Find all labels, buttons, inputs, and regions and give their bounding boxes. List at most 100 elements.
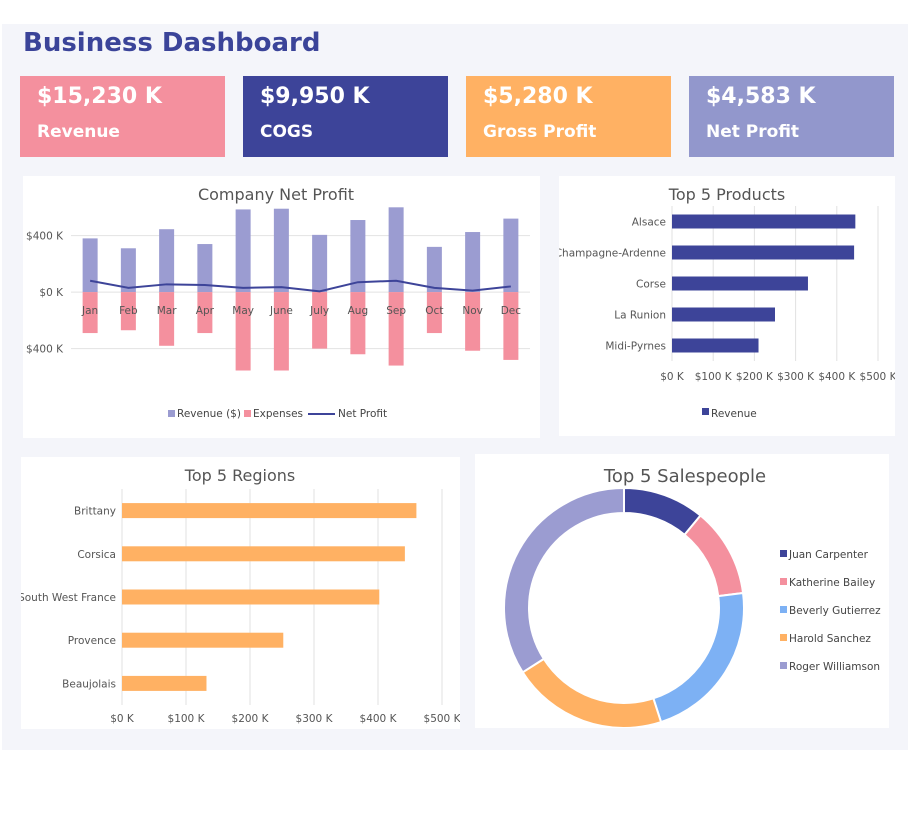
- legend-label: Harold Sanchez: [789, 633, 871, 645]
- bar: [122, 675, 207, 691]
- y-tick-label: Brittany: [74, 506, 116, 518]
- y-tick-label: Provence: [68, 635, 116, 647]
- legend-label: Katherine Bailey: [789, 577, 875, 589]
- x-tick-label: $0 K: [110, 713, 135, 725]
- revenue-bar: [273, 208, 289, 293]
- x-tick-label: June: [269, 305, 293, 317]
- chart-title: Top 5 Salespeople: [603, 466, 766, 487]
- legend-label: Beverly Gutierrez: [789, 605, 881, 617]
- expenses-bar: [120, 292, 136, 331]
- x-tick-label: Dec: [501, 305, 522, 317]
- top-products-chart-panel: Top 5 Products $0 K $100 K $200 K $300 K $40…: [559, 176, 895, 436]
- x-tick-label: $500 K: [424, 713, 460, 725]
- top-products-chart: Top 5 Products $0 K $100 K $200 K $300 K $40…: [559, 185, 895, 420]
- legend-swatch: [780, 634, 787, 641]
- chart-title: Company Net Profit: [198, 185, 354, 204]
- y-tick-label: La Runion: [614, 310, 666, 322]
- x-tick-label: $400 K: [818, 371, 856, 383]
- revenue-bar: [120, 248, 136, 293]
- top-regions-chart: Top 5 Regions $0 K $100 K $200 K $300 K $400…: [21, 466, 460, 725]
- bar: [122, 589, 380, 605]
- expenses-bar: [388, 292, 404, 366]
- kpi-label: Revenue: [37, 122, 120, 142]
- x-tick-label: Aug: [348, 305, 369, 317]
- y-tick-label: South West France: [21, 592, 116, 604]
- x-tick-label: $300 K: [777, 371, 815, 383]
- revenue-bar: [388, 207, 404, 293]
- expenses-bar: [82, 292, 98, 334]
- net-profit-chart-panel: Company Net Profit $400 K $0 K $400 K Jan Fe…: [23, 176, 540, 438]
- page-title: Business Dashboard: [23, 28, 321, 58]
- legend-swatch: [780, 606, 787, 613]
- expenses-bar: [465, 292, 481, 351]
- y-tick-label: $400 K: [26, 344, 64, 356]
- revenue-bar: [235, 209, 251, 293]
- y-tick-label: Champagne-Ardenne: [559, 248, 666, 260]
- x-tick-label: Mar: [157, 305, 177, 317]
- y-tick-label: Corse: [636, 279, 666, 291]
- expenses-bar: [159, 292, 175, 346]
- bar: [672, 276, 808, 291]
- x-tick-label: Apr: [196, 305, 215, 317]
- x-tick-label: $400 K: [360, 713, 398, 725]
- expenses-bar: [312, 292, 328, 349]
- y-tick-label: Corsica: [77, 549, 116, 561]
- legend-label: Expenses: [253, 408, 303, 420]
- kpi-card-net-profit: $4,583 K Net Profit: [689, 76, 894, 157]
- x-tick-label: $500 K: [860, 371, 895, 383]
- x-tick-label: Nov: [462, 305, 483, 317]
- x-tick-label: $100 K: [695, 371, 733, 383]
- x-tick-label: $200 K: [232, 713, 270, 725]
- bar: [672, 214, 856, 229]
- kpi-card-cogs: $9,950 K COGS: [243, 76, 448, 157]
- x-tick-label: Jan: [81, 305, 98, 317]
- top-salespeople-chart: Top 5 Salespeople Juan Carpenter Katherin…: [503, 466, 881, 728]
- revenue-bar: [426, 246, 442, 293]
- y-tick-label: Beaujolais: [62, 678, 116, 690]
- revenue-bar: [465, 232, 481, 293]
- bar: [672, 307, 775, 322]
- x-tick-label: $200 K: [736, 371, 774, 383]
- expenses-bar: [235, 292, 251, 371]
- y-tick-label: $400 K: [26, 231, 64, 243]
- donut-slice: [503, 486, 625, 674]
- bar: [122, 632, 284, 648]
- bar: [672, 338, 759, 353]
- y-tick-label: Alsace: [632, 217, 666, 229]
- legend-swatch-revenue: [168, 410, 175, 417]
- donut-slice: [683, 514, 745, 598]
- kpi-label: COGS: [260, 122, 314, 142]
- chart-title: Top 5 Regions: [184, 466, 295, 485]
- top-salespeople-chart-panel: Top 5 Salespeople Juan Carpenter Katherin…: [475, 454, 889, 728]
- top-regions-chart-panel: Top 5 Regions $0 K $100 K $200 K $300 K $400…: [21, 457, 460, 729]
- legend-label: Net Profit: [338, 408, 387, 420]
- chart-title: Top 5 Products: [668, 185, 785, 204]
- revenue-bar: [82, 238, 98, 293]
- kpi-value: $9,950 K: [260, 84, 370, 109]
- x-tick-label: Feb: [119, 305, 138, 317]
- y-tick-label: $0 K: [39, 287, 64, 299]
- x-tick-label: July: [309, 305, 329, 317]
- legend-label: Roger Williamson: [789, 661, 880, 673]
- net-profit-chart: Company Net Profit $400 K $0 K $400 K Jan Fe…: [26, 185, 530, 420]
- y-tick-label: Midi-Pyrnes: [605, 341, 666, 353]
- kpi-value: $4,583 K: [706, 84, 816, 109]
- x-tick-label: $0 K: [660, 371, 685, 383]
- x-tick-label: May: [232, 305, 254, 317]
- expenses-bar: [503, 292, 519, 360]
- donut-slice: [521, 657, 663, 728]
- expenses-bar: [197, 292, 213, 334]
- kpi-card-revenue: $15,230 K Revenue: [20, 76, 225, 157]
- expenses-bar: [426, 292, 442, 334]
- legend-swatch: [780, 662, 787, 669]
- donut-slice: [652, 591, 745, 724]
- expenses-bar: [273, 292, 289, 371]
- x-tick-label: Sep: [386, 305, 406, 317]
- x-tick-label: $300 K: [296, 713, 334, 725]
- revenue-bar: [197, 244, 213, 293]
- legend-swatch-expenses: [244, 410, 251, 417]
- revenue-bar: [350, 220, 366, 293]
- kpi-card-gross-profit: $5,280 K Gross Profit: [466, 76, 671, 157]
- legend-swatch: [780, 550, 787, 557]
- legend-label: Juan Carpenter: [788, 549, 869, 561]
